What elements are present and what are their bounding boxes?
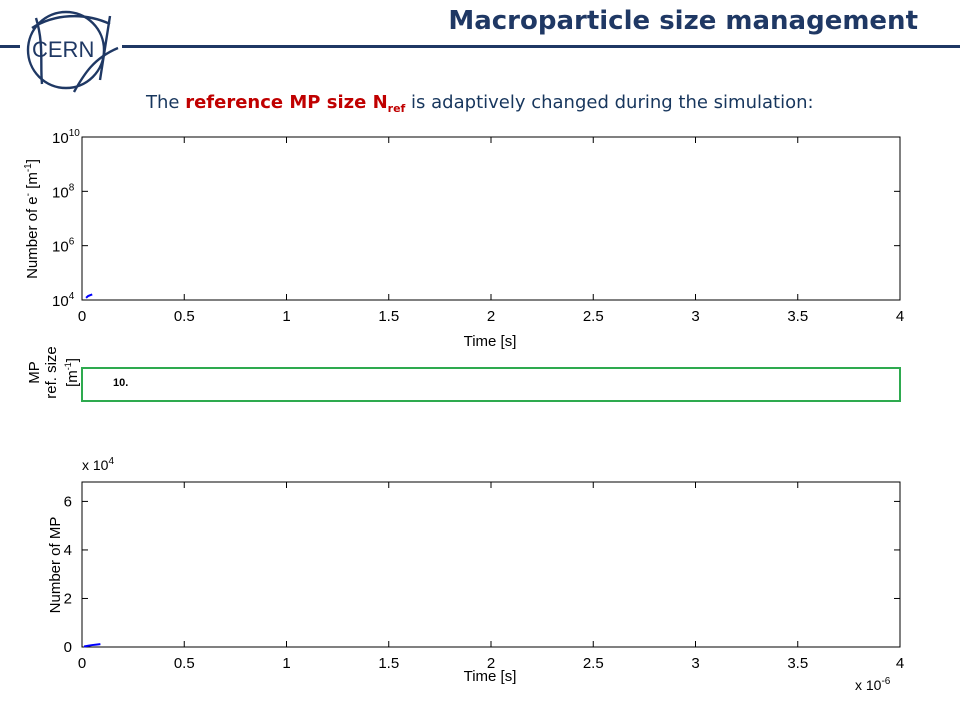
cern-logo-text: CERN [32,37,94,62]
mp-ref-size-ylabel: MP ref. size [m-1] [26,345,81,400]
chart2-x-multiplier-exp: -6 [881,676,890,687]
chart1-x-tick-label: 2.5 [583,308,604,325]
mp-ref-size-box: 10. [81,367,901,402]
chart1-y-tick-base: 10 [52,293,69,310]
chart2-x-tick-label: 3 [691,655,699,672]
chart1-x-tick-label: 0.5 [174,308,195,325]
chart1-y-tick-exp: 4 [69,291,75,302]
chart1-y-tick-label: 108 [52,182,75,201]
chart2-x-tick-label: 3.5 [787,655,808,672]
chart2-x-tick-label: 4 [896,655,904,672]
chart2-x-tick-label: 0.5 [174,655,195,672]
chart1-y-tick-label: 104 [52,291,75,310]
chart1-y-tick-base: 10 [52,239,69,256]
title-rule-left [0,45,20,48]
chart1-y-tick-exp: 8 [69,182,75,193]
chart1-x-tick-label: 1 [282,308,290,325]
chart1-ylabel-main: Number of e [24,196,41,279]
chart2-y-multiplier-exp: 4 [108,456,114,467]
chart2-xlabel: Time [s] [464,668,517,685]
subtitle-highlight-sub: ref [387,102,406,115]
chart1-x-tick-label: 0 [78,308,86,325]
subtitle-highlight: reference MP size Nref [185,92,406,115]
chart2-x-multiplier: x 10-6 [855,676,891,693]
subtitle-lead: The [146,92,186,113]
chart1-x-tick-label: 3 [691,308,699,325]
chart1-ylabel-sup2: -1 [23,163,34,172]
chart2-y-tick-label: 2 [64,590,72,607]
chart2-plot-area [81,481,901,648]
chart2-series-line [83,643,101,648]
subtitle-highlight-text: reference MP size N [185,92,388,113]
chart1-ylabel-end: ] [24,159,41,163]
mp-ref-size-value: 10. [113,377,129,389]
title-rule-right [122,45,960,48]
page-title: Macroparticle size management [448,6,918,36]
chart2-x-tick-label: 1.5 [378,655,399,672]
chart1-y-tick-base: 10 [52,130,69,147]
chart2-series [83,643,101,648]
chart1-y-tick-label: 106 [52,237,75,256]
chart2-x-multiplier-base: x 10 [855,677,882,693]
chart2-x-tick-label: 0 [78,655,86,672]
chart1-x-tick-label: 3.5 [787,308,808,325]
chart1-ylabel-sup1: - [23,193,34,196]
chart2-x-ticks: 0 0.5 1 1.5 2 2.5 3 3.5 4 [78,482,904,672]
chart2-y-tick-label: 0 [64,639,72,656]
mp-ylabel-line2: ref. size [m-1] [43,345,81,400]
chart2-y-tick-label: 4 [64,542,72,559]
mp-ylabel-line1: MP [26,361,43,384]
chart2-y-multiplier-base: x 10 [82,457,109,473]
chart1-x-ticks: 0 0.5 1 1.5 2 2.5 3 3.5 4 [78,137,904,325]
chart1-ylabel: Number of e- [m-1] [23,159,41,279]
chart1-y-tick-exp: 10 [69,128,81,139]
mp-ylabel-text: ref. size [m [43,346,81,399]
chart1-ylabel-mid: [m [24,172,41,193]
chart1-xlabel: Time [s] [464,333,517,350]
chart2-x-tick-label: 1 [282,655,290,672]
chart1-series [85,293,93,299]
chart2-ylabel: Number of MP [47,517,64,614]
chart2-x-tick-label: 2 [487,655,495,672]
chart2-x-tick-label: 2.5 [583,655,604,672]
chart1-y-tick-base: 10 [52,184,69,201]
chart1-series-line [85,293,93,299]
subtitle-rest: is adaptively changed during the simulat… [405,92,814,113]
cern-logo: CERN [26,10,119,93]
chart1-x-tick-label: 2 [487,308,495,325]
chart2-y-multiplier: x 104 [82,456,114,473]
chart2-y-tick-label: 6 [64,493,72,510]
mp-ylabel-sup: -1 [63,362,73,371]
chart1-y-tick-exp: 6 [69,237,75,248]
mp-ylabel-end: ] [64,358,81,363]
subtitle: The reference MP size Nref is adaptively… [146,92,814,115]
chart1-plot-area [81,136,901,301]
chart1-x-tick-label: 4 [896,308,904,325]
chart1-y-tick-label: 1010 [52,128,80,147]
chart1-x-tick-label: 1.5 [378,308,399,325]
